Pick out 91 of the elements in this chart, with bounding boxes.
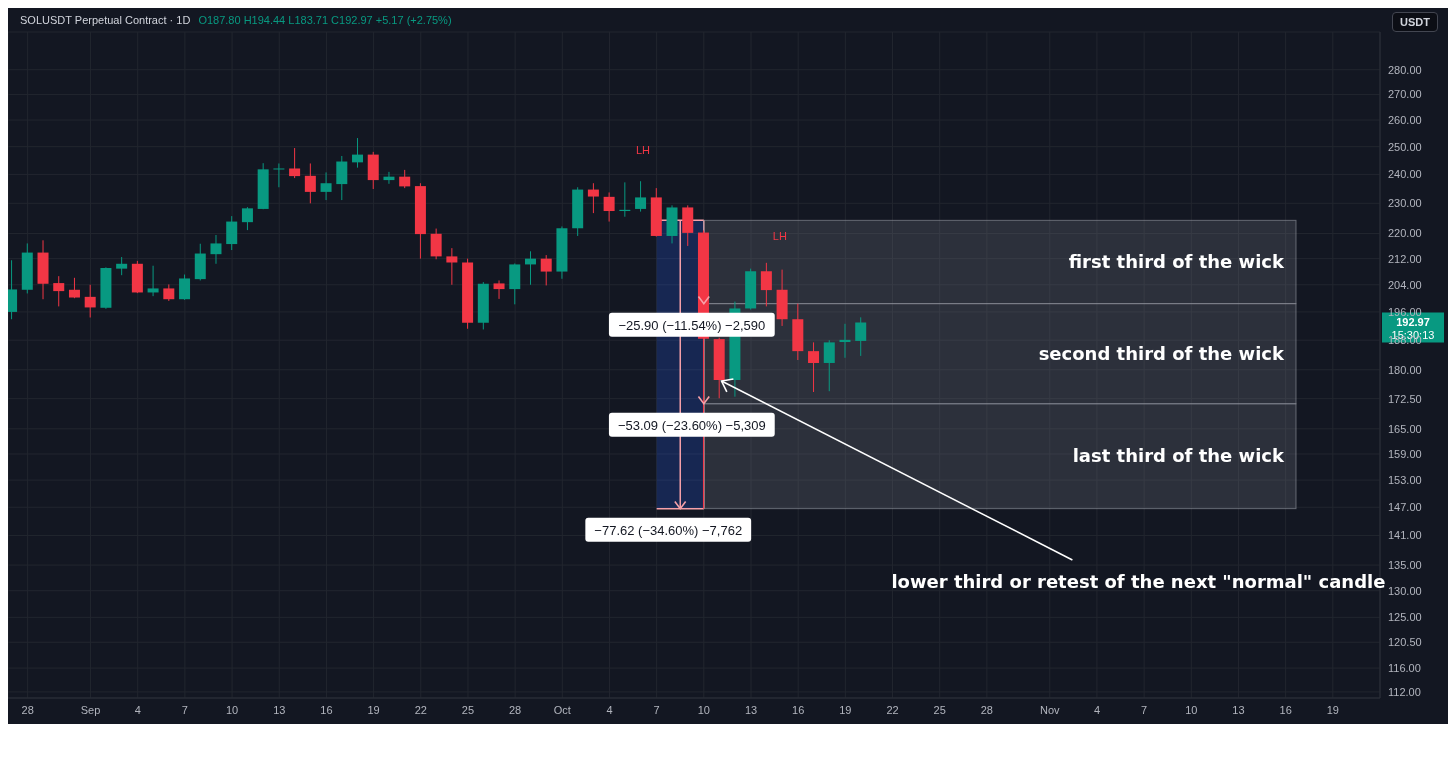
- x-tick-label: Nov: [1040, 703, 1061, 716]
- y-tick-label: 240.00: [1388, 168, 1422, 181]
- candlestick: [540, 254, 552, 286]
- annotation: LH: [635, 144, 652, 156]
- y-tick-label: 147.00: [1388, 501, 1422, 514]
- x-tick-label: 22: [414, 703, 427, 716]
- x-tick-label: 16: [792, 703, 805, 716]
- chart-subtitle: O187.80 H194.44 L183.71 C192.97 +5.17 (+2.75%): [198, 14, 452, 26]
- candlestick: [352, 137, 364, 169]
- x-tick-label: 7: [653, 703, 660, 716]
- y-tick-label: 165.00: [1388, 422, 1422, 435]
- candlestick: [855, 316, 867, 357]
- y-tick-label: 135.00: [1388, 558, 1422, 571]
- band-label: first third of the wick: [1068, 251, 1286, 272]
- y-tick-label: 141.00: [1388, 529, 1422, 542]
- y-tick-label: 260.00: [1388, 113, 1422, 126]
- candlestick: [808, 341, 820, 393]
- candlestick: [304, 162, 316, 204]
- y-tick-label: 172.50: [1388, 392, 1422, 405]
- annotation: −25.90 (−11.54%) −2,590: [618, 317, 766, 333]
- x-tick-label: 10: [697, 703, 710, 716]
- x-tick-label: 28: [980, 703, 993, 716]
- x-tick-label: 19: [1326, 703, 1339, 716]
- candlestick: [823, 339, 835, 392]
- annotation: −53.09 (−23.60%) −5,309: [617, 417, 766, 433]
- x-tick-label: 4: [134, 703, 141, 716]
- candlestick: [289, 147, 301, 179]
- x-tick-label: 16: [1279, 703, 1292, 716]
- y-tick-label: 112.00: [1388, 685, 1421, 698]
- candlestick: [53, 275, 65, 307]
- band-label: second third of the wick: [1038, 342, 1286, 364]
- candlestick: [147, 265, 159, 297]
- y-tick-label: 230.00: [1388, 197, 1422, 210]
- y-tick-label: 212.00: [1388, 252, 1422, 265]
- x-tick-label: 10: [1185, 703, 1198, 716]
- candlestick: [84, 284, 96, 318]
- candlestick: [241, 206, 253, 231]
- x-tick-label: 10: [225, 703, 239, 716]
- candlestick: [587, 182, 599, 214]
- x-tick-label: 4: [1093, 703, 1101, 716]
- candlestick: [8, 259, 18, 320]
- x-tick-label: Oct: [553, 703, 571, 716]
- candlestick: [430, 228, 442, 260]
- x-tick-label: 13: [1232, 703, 1245, 716]
- band-label: last third of the wick: [1072, 445, 1286, 467]
- candlestick: [226, 215, 238, 251]
- y-tick-label: 153.00: [1388, 474, 1422, 486]
- y-tick-label: 180.00: [1388, 363, 1422, 376]
- candlestick: [446, 247, 458, 286]
- y-tick-label: 204.00: [1388, 278, 1422, 291]
- annotation: lower third or retest of the next "normal" candle: [891, 570, 1386, 592]
- candlestick: [210, 234, 222, 265]
- x-tick-label: 25: [461, 703, 475, 716]
- y-tick-label: 270.00: [1388, 88, 1422, 101]
- candlestick: [320, 171, 332, 201]
- candlestick: [116, 256, 128, 276]
- x-tick-label: 19: [839, 703, 852, 716]
- y-tick-label: 125.00: [1388, 611, 1422, 624]
- candlestick: [839, 323, 851, 359]
- x-tick-label: 7: [181, 703, 188, 716]
- candlestick: [603, 191, 615, 223]
- candlestick: [760, 262, 772, 307]
- y-tick-label: 130.00: [1388, 584, 1422, 597]
- candlestick: [336, 155, 348, 201]
- y-axis-title: USDT: [1392, 12, 1438, 32]
- y-tick-label: 280.00: [1388, 63, 1422, 76]
- x-tick-label: 16: [320, 703, 333, 716]
- chart-title: SOLUSDT Perpetual Contract · 1D: [20, 14, 191, 26]
- y-tick-label: 116.00: [1388, 661, 1421, 674]
- x-tick-label: 13: [273, 703, 286, 716]
- x-tick-label: 13: [744, 703, 758, 716]
- text: 192.97: [1396, 315, 1430, 328]
- candlestick: [635, 180, 647, 213]
- x-tick-label: 28: [21, 703, 34, 716]
- candlestick: [399, 169, 411, 189]
- candlestick: [273, 162, 285, 188]
- candlestick: [493, 279, 505, 300]
- y-tick-label: 159.00: [1388, 447, 1422, 460]
- x-tick-label: Sep: [80, 703, 101, 716]
- x-tick-label: 4: [606, 703, 613, 716]
- annotation: LH: [771, 230, 788, 242]
- x-tick-label: 25: [933, 703, 946, 716]
- candlestick: [179, 274, 191, 301]
- annotation: −77.62 (−34.60%) −7,762: [594, 522, 743, 538]
- y-tick-label: 120.50: [1388, 636, 1422, 649]
- x-tick-label: 7: [1141, 703, 1148, 716]
- x-tick-label: 19: [367, 703, 380, 716]
- y-tick-label: 250.00: [1388, 140, 1422, 153]
- x-tick-label: 22: [886, 703, 899, 716]
- y-tick-label: 220.00: [1388, 227, 1422, 240]
- x-tick-label: 28: [509, 703, 522, 716]
